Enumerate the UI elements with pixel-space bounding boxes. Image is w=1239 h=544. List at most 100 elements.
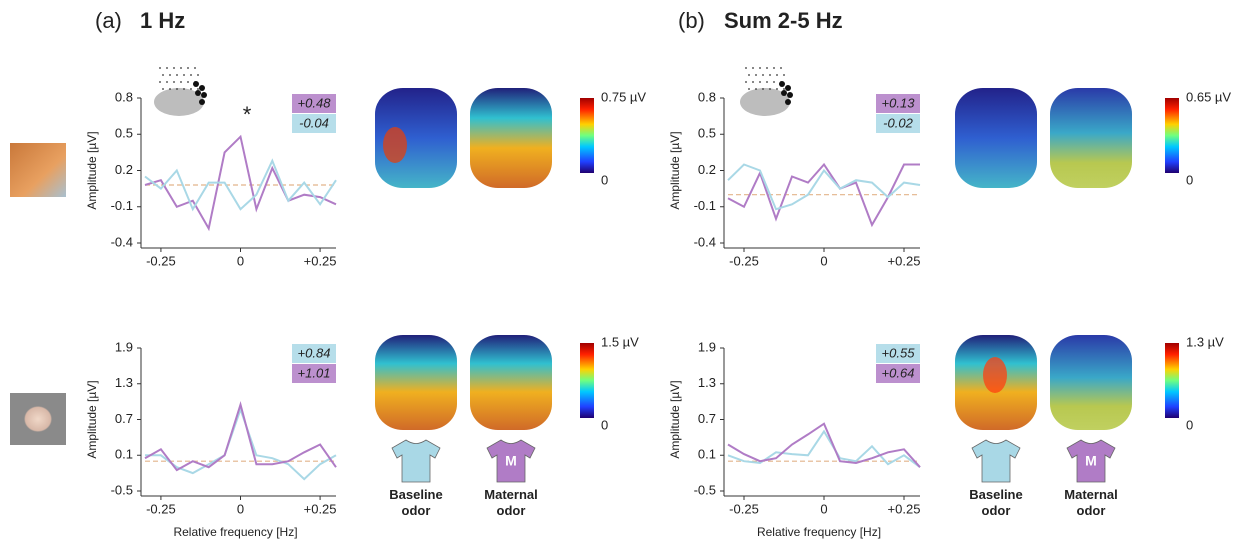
electrode (752, 67, 754, 69)
topography-hotspot (983, 357, 1007, 393)
value-box (876, 344, 920, 363)
electrode (748, 74, 750, 76)
x-axis-label: Relative frequency [Hz] (757, 525, 881, 539)
value-box-label: -0.04 (299, 115, 329, 130)
electrode (190, 74, 192, 76)
value-box (292, 344, 336, 363)
colorbar-min-label: 0 (601, 172, 608, 187)
x-tick-label: -0.25 (146, 253, 176, 268)
head-icon (154, 88, 204, 116)
value-box-label: +0.84 (298, 345, 331, 360)
electrode (762, 74, 764, 76)
electrode (183, 74, 185, 76)
roi-electrode (199, 99, 205, 105)
series-line (727, 163, 921, 211)
legend-label: Maternal odor (1064, 487, 1118, 518)
shirt-icon (391, 439, 441, 483)
electrode (183, 88, 185, 90)
colorbar (1165, 98, 1179, 173)
roi-electrode (785, 85, 791, 91)
electrode (783, 74, 785, 76)
roi-electrode (787, 92, 793, 98)
roi-electrode (781, 90, 787, 96)
colorbar-max-label: 0.65 µV (1186, 89, 1231, 104)
y-tick-label: -0.4 (694, 234, 716, 249)
panel-label: (a) (95, 8, 122, 33)
value-box-label: +0.55 (882, 345, 916, 360)
y-tick-label: 0.5 (698, 126, 716, 141)
electrode (748, 88, 750, 90)
value-box (876, 364, 920, 383)
x-tick-label: +0.25 (304, 253, 337, 268)
electrode (190, 88, 192, 90)
y-tick-label: -0.5 (694, 482, 716, 497)
electrode (755, 88, 757, 90)
colorbar (1165, 343, 1179, 418)
y-tick-label: -0.1 (694, 198, 716, 213)
topography-head (955, 88, 1037, 188)
roi-electrode (201, 92, 207, 98)
electrode (769, 88, 771, 90)
electrode (169, 74, 171, 76)
topography-head (1050, 335, 1132, 430)
y-tick-label: -0.5 (111, 482, 133, 497)
panel-title: Sum 2-5 Hz (724, 8, 843, 33)
electrode (780, 67, 782, 69)
series-line (145, 406, 337, 481)
y-axis-label: Amplitude [µV] (85, 380, 99, 458)
electrode (759, 67, 761, 69)
x-tick-label: 0 (237, 253, 244, 268)
y-tick-label: 1.3 (698, 375, 716, 390)
electrode (197, 88, 199, 90)
shirt-logo: M (1085, 453, 1097, 469)
value-box-label: +0.13 (882, 95, 916, 110)
electrode (173, 67, 175, 69)
electrode (745, 81, 747, 83)
series-line (144, 401, 337, 472)
head-icon (740, 88, 790, 116)
topography-hotspot (383, 127, 407, 163)
electrode (187, 67, 189, 69)
electrode (173, 81, 175, 83)
panel-title: 1 Hz (140, 8, 185, 33)
electrode (180, 67, 182, 69)
y-tick-label: 0.5 (115, 126, 133, 141)
value-box-label: +0.48 (298, 95, 332, 110)
y-tick-label: 0.8 (698, 89, 716, 104)
series-line (727, 422, 921, 468)
value-box (292, 114, 336, 133)
electrode (766, 67, 768, 69)
y-tick-label: 1.9 (115, 339, 133, 354)
x-tick-label: 0 (237, 501, 244, 516)
shirt-icon (971, 439, 1021, 483)
y-axis-label: Amplitude [µV] (668, 131, 682, 209)
y-tick-label: 0.1 (115, 447, 133, 462)
y-axis-label: Amplitude [µV] (668, 380, 682, 458)
colorbar-min-label: 0 (1186, 417, 1193, 432)
colorbar-max-label: 1.3 µV (1186, 334, 1224, 349)
electrode (769, 74, 771, 76)
electrode (162, 74, 164, 76)
topography-head (470, 88, 552, 188)
colorbar (580, 343, 594, 418)
colorbar-max-label: 0.75 µV (601, 89, 646, 104)
electrode (176, 74, 178, 76)
y-tick-label: -0.4 (111, 234, 133, 249)
line-chart: -0.5 0.1 0.7 1.3 1.9 -0.25 0 +0.25 Amplitude [µV… (668, 334, 1224, 539)
line-chart: -0.5 0.1 0.7 1.3 1.9 -0.25 0 +0.25 Amplitude [µV… (85, 334, 639, 539)
y-tick-label: 0.2 (698, 162, 716, 177)
value-box (292, 94, 336, 113)
electrode (773, 67, 775, 69)
value-box-label: -0.02 (883, 115, 913, 130)
panel-headers: (a) 1 Hz (b) Sum 2-5 Hz (95, 8, 843, 33)
value-box (876, 94, 920, 113)
y-tick-label: -0.1 (111, 198, 133, 213)
value-box (292, 364, 336, 383)
electrode (745, 67, 747, 69)
electrode (762, 88, 764, 90)
electrode (176, 88, 178, 90)
x-tick-label: +0.25 (888, 501, 921, 516)
x-tick-label: +0.25 (304, 501, 337, 516)
